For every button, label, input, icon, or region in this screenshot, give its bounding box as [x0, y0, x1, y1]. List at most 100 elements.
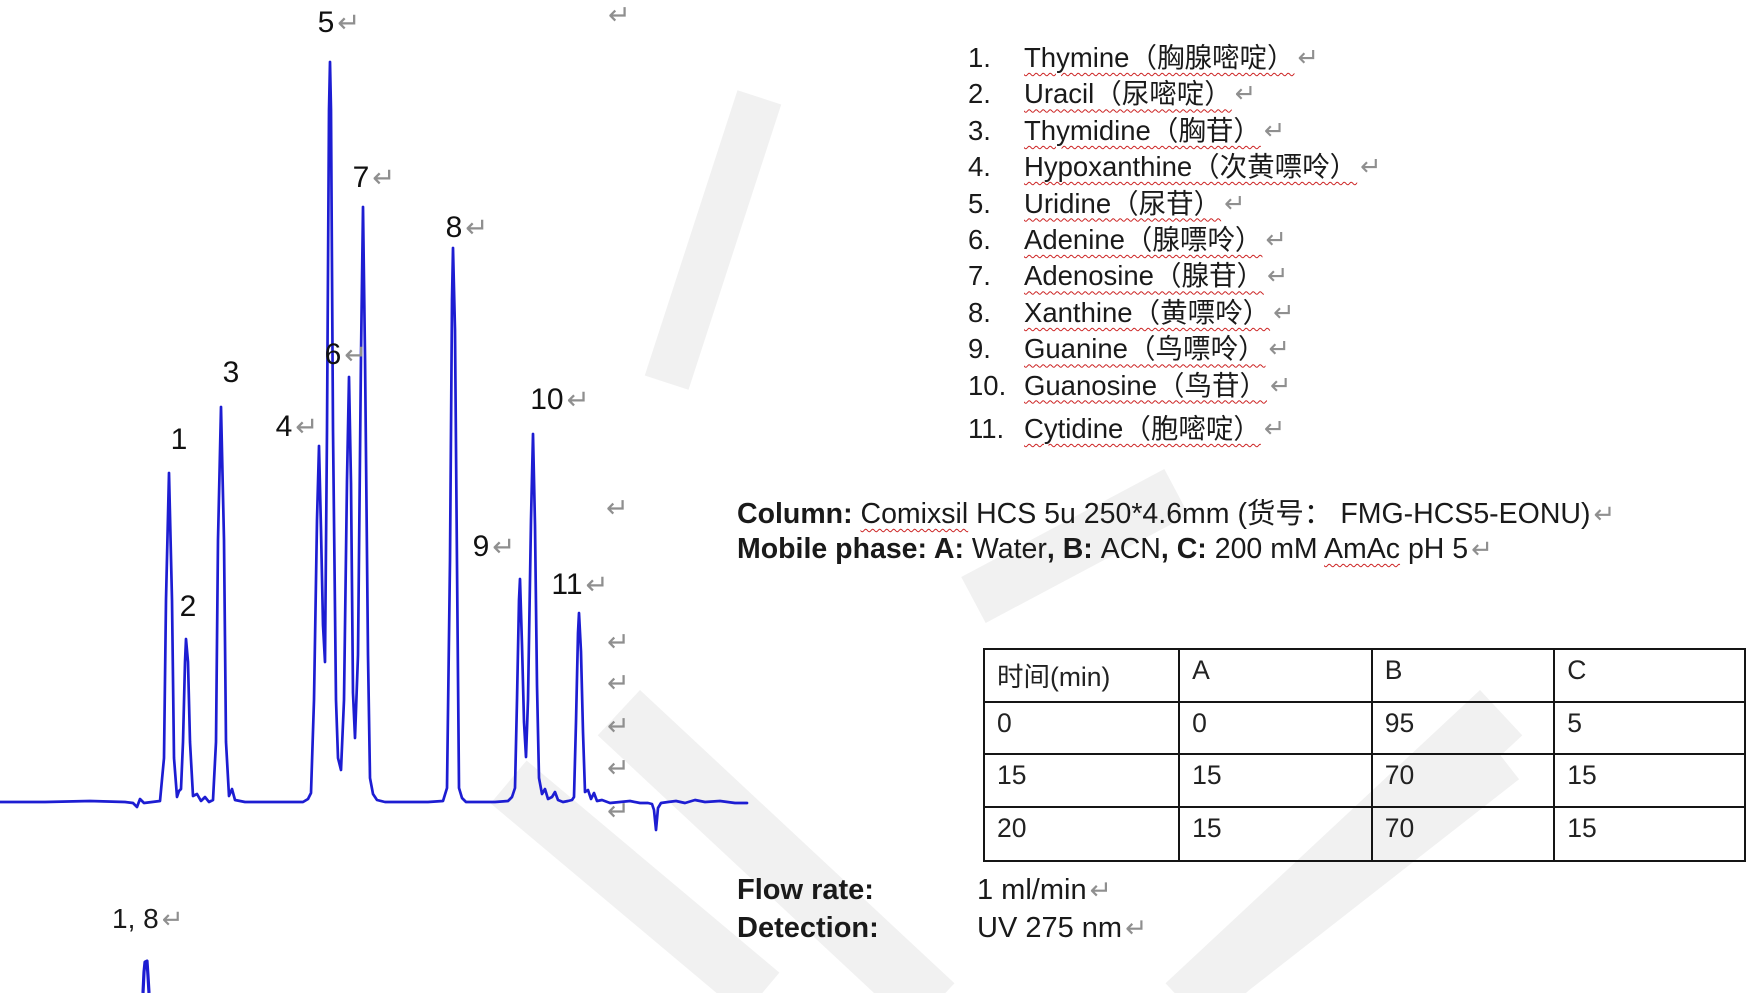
paragraph-mark-icon: ↵	[607, 627, 630, 657]
paragraph-mark-icon: ↵	[607, 668, 630, 698]
paragraph-mark-icon: ↵	[337, 7, 361, 38]
text-segment: ,	[1046, 533, 1063, 565]
gradient-table-header-row: 时间(min) A B C	[982, 648, 1746, 703]
compound-name: Hypoxanthine（次黄嘌呤）	[1024, 151, 1358, 183]
gradient-cell: 15	[1553, 753, 1746, 808]
chromatogram-trace	[0, 60, 749, 832]
paragraph-mark-icon: ↵	[1265, 226, 1287, 255]
paragraph-mark-icon: ↵	[607, 796, 630, 826]
text-segment: Comixsil	[860, 498, 969, 530]
gradient-table-row: 15 15 70 15	[982, 753, 1746, 808]
gradient-cell: 95	[1370, 701, 1556, 755]
compound-number: 2.	[968, 78, 991, 110]
compound-name: Thymine（胸腺嘧啶）	[1024, 42, 1295, 73]
peak-label-7: 7 ↵	[352, 161, 396, 194]
paragraph-mark-icon: ↵	[1471, 534, 1494, 564]
paragraph-mark-icon: ↵	[1273, 298, 1295, 327]
compound-number: 1.	[968, 42, 991, 73]
paragraph-mark-icon: ↵	[607, 711, 630, 741]
gradient-table-row: 20 15 70 15	[982, 806, 1746, 862]
detection-value: UV 275 nm ↵	[977, 912, 1148, 944]
peak-label-9: 9 ↵	[472, 530, 516, 563]
paragraph-mark-icon: ↵	[1268, 335, 1290, 364]
paragraph-mark-icon: ↵	[585, 569, 609, 600]
compound-number: 5.	[968, 187, 991, 219]
mobile-phase-line: Mobile phase: A: Water, B: ACN, C: 200 m…	[737, 532, 1493, 566]
gradient-cell: 0	[982, 701, 1181, 755]
compound-number: 8.	[968, 296, 991, 328]
paragraph-mark-icon: ↵	[1125, 913, 1148, 943]
gradient-cell: 0	[1178, 701, 1373, 755]
gradient-cell: 70	[1370, 806, 1556, 862]
compound-number: 4.	[968, 151, 991, 183]
paragraph-mark-icon: ↵	[161, 906, 184, 934]
compound-list-item: 11. Cytidine（胞嘧啶） ↵	[968, 411, 1381, 447]
compound-list-item: 8. Xanthine（黄嘌呤） ↵	[968, 295, 1381, 331]
flow-rate-value: 1 ml/min ↵	[977, 874, 1112, 906]
compound-number: 9.	[968, 333, 991, 365]
compound-number: 7.	[968, 260, 991, 292]
flow-rate-label: Flow rate:	[737, 874, 874, 906]
gradient-cell: 70	[1370, 753, 1556, 808]
peak-label-4: 4 ↵	[275, 410, 319, 443]
paragraph-mark-icon: ↵	[1270, 371, 1292, 400]
text-segment: pH 5	[1400, 533, 1469, 565]
gradient-table: 时间(min) A B C 0 0 95 5 15 15 70 15 20 15 70 15	[982, 648, 1746, 862]
compound-list-item: 6. Adenine（腺嘌呤） ↵	[968, 222, 1381, 258]
paragraph-mark-icon: ↵	[608, 0, 631, 30]
detection-label: Detection:	[737, 912, 879, 944]
inset-trace-label: 1, 8 ↵	[112, 903, 184, 934]
compound-number: 10.	[968, 369, 1007, 401]
compound-number: 3.	[968, 114, 991, 146]
compound-list-item: 4. Hypoxanthine（次黄嘌呤） ↵	[968, 149, 1381, 185]
paragraph-mark-icon: ↵	[1234, 80, 1256, 109]
compound-name: Uracil（尿嘧啶）	[1024, 78, 1232, 110]
gradient-table-row: 0 0 95 5	[982, 701, 1746, 755]
compound-list-item: 5. Uridine（尿苷） ↵	[968, 186, 1381, 222]
compound-name: Guanine（鸟嘌呤）	[1024, 333, 1266, 365]
paragraph-mark-icon: ↵	[1263, 116, 1286, 145]
paragraph-mark-icon: ↵	[606, 493, 629, 523]
peak-label-11: 11 ↵	[551, 568, 609, 601]
peak-label-3: 3	[222, 356, 240, 389]
peak-label-10: 10 ↵	[530, 383, 590, 416]
gradient-cell: 15	[1178, 806, 1373, 862]
compound-list-item: 10. Guanosine（鸟苷） ↵	[968, 368, 1381, 404]
paragraph-mark-icon: ↵	[1593, 499, 1616, 529]
text-segment: ,	[1160, 533, 1177, 565]
text-segment: AmAc	[1324, 533, 1401, 565]
column-info-line: Column: Comixsil HCS 5u 250*4.6mm (货号： F…	[737, 497, 1615, 531]
compound-name: Uridine（尿苷）	[1024, 187, 1222, 219]
gradient-cell: 15	[1178, 753, 1373, 808]
paragraph-mark-icon: ↵	[344, 339, 368, 370]
compound-list-item: 9. Guanine（鸟嘌呤） ↵	[968, 331, 1381, 367]
paragraph-mark-icon: ↵	[1360, 153, 1382, 182]
paragraph-mark-icon: ↵	[1224, 189, 1246, 218]
compound-name: Adenosine（腺苷）	[1024, 260, 1264, 292]
compound-list: 1. Thymine（胸腺嘧啶） ↵ 2. Uracil（尿嘧啶） ↵ 3. Thymidin…	[968, 40, 1381, 447]
peak-label-8: 8 ↵	[445, 211, 489, 244]
text-segment: ACN	[1100, 533, 1161, 565]
paragraph-mark-icon: ↵	[1089, 875, 1112, 905]
compound-name: Adenine（腺嘌呤）	[1024, 224, 1263, 256]
text-segment: A:	[933, 533, 972, 565]
paragraph-mark-icon: ↵	[1297, 44, 1319, 72]
gradient-cell: 15	[982, 753, 1181, 808]
paragraph-mark-icon: ↵	[465, 212, 489, 243]
text-segment: 200 mM	[1214, 533, 1325, 565]
compound-list-item: 3. Thymidine（胸苷） ↵	[968, 113, 1381, 149]
gradient-header-cell: B	[1370, 648, 1556, 703]
paragraph-mark-icon: ↵	[1263, 415, 1286, 444]
compound-name: Thymidine（胸苷）	[1024, 114, 1261, 146]
compound-name: Guanosine（鸟苷）	[1024, 369, 1268, 401]
peak-label-2: 2	[179, 590, 197, 623]
paragraph-mark-icon: ↵	[372, 162, 396, 193]
peak-label-1: 1	[170, 423, 188, 456]
text-segment: Column:	[737, 498, 861, 530]
paragraph-mark-icon: ↵	[607, 753, 630, 783]
compound-name: Xanthine（黄嘌呤）	[1024, 296, 1271, 328]
peak-label-6: 6 ↵	[324, 338, 368, 371]
paragraph-mark-icon: ↵	[492, 531, 516, 562]
